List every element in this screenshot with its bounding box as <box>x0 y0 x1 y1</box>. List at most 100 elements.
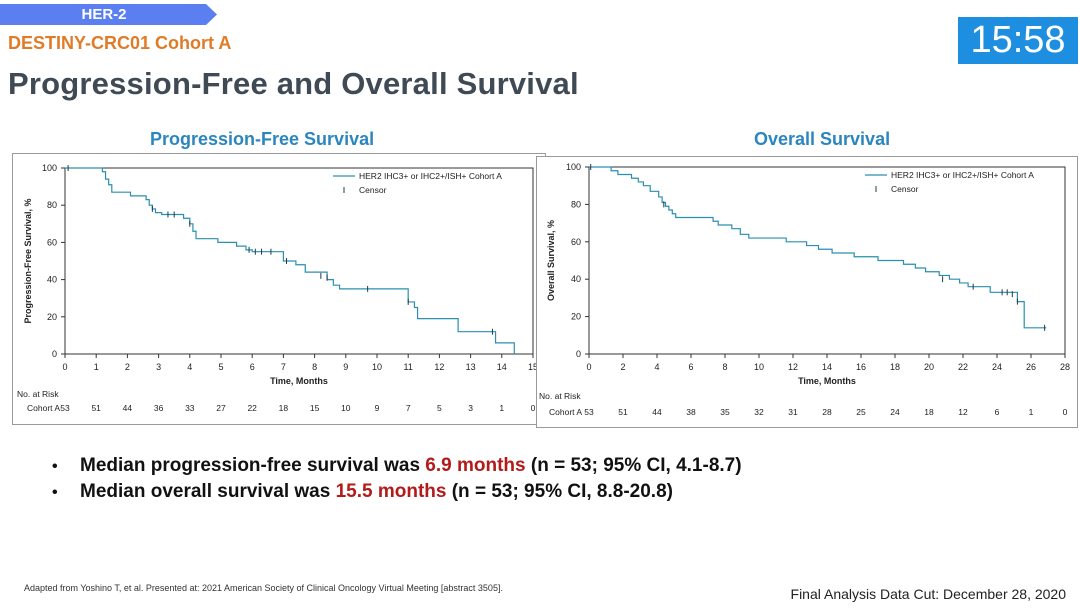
y-tick-label: 40 <box>47 275 57 285</box>
x-tick-label: 24 <box>992 362 1002 372</box>
x-tick-label: 13 <box>466 362 476 372</box>
x-tick-label: 8 <box>312 362 317 372</box>
section-tag-label: HER-2 <box>81 6 127 23</box>
risk-count: 27 <box>216 403 226 413</box>
risk-count: 9 <box>375 403 380 413</box>
risk-count: 32 <box>754 407 764 417</box>
risk-count: 24 <box>890 407 900 417</box>
y-tick-label: 0 <box>52 349 57 359</box>
risk-count: 1 <box>1029 407 1034 417</box>
risk-count: 35 <box>720 407 730 417</box>
x-tick-label: 6 <box>250 362 255 372</box>
risk-count: 33 <box>185 403 195 413</box>
risk-count: 51 <box>618 407 628 417</box>
risk-count: 12 <box>958 407 968 417</box>
risk-count: 53 <box>584 407 594 417</box>
x-axis-label: Time, Months <box>270 376 328 386</box>
x-tick-label: 26 <box>1026 362 1036 372</box>
bullet-highlight: 6.9 months <box>425 455 526 476</box>
tag-arrow-shape <box>0 4 217 25</box>
x-tick-label: 11 <box>404 362 413 372</box>
x-tick-label: 9 <box>343 362 348 372</box>
y-tick-label: 60 <box>47 237 57 247</box>
bullet-text: (n = 53; 95% CI, 8.8-20.8) <box>446 481 673 502</box>
risk-count: 6 <box>995 407 1000 417</box>
x-tick-label: 2 <box>125 362 130 372</box>
risk-count: 7 <box>406 403 411 413</box>
pfs-panel-title: Progression-Free Survival <box>150 129 375 149</box>
risk-count: 44 <box>652 407 662 417</box>
x-tick-label: 6 <box>688 362 693 372</box>
risk-table-header: No. at Risk <box>17 389 59 399</box>
x-axis-label: Time, Months <box>798 376 856 386</box>
y-tick-label: 100 <box>566 162 581 172</box>
page-title: Progression-Free and Overall Survival <box>8 66 579 101</box>
legend-series-label: HER2 IHC3+ or IHC2+/ISH+ Cohort A <box>359 171 502 181</box>
source-citation: Adapted from Yoshino T, et al. Presented… <box>24 583 503 593</box>
x-tick-label: 15 <box>528 362 538 372</box>
bullet-dot: • <box>52 458 58 475</box>
data-cut-note: Final Analysis Data Cut: December 28, 20… <box>790 586 1066 602</box>
risk-count: 44 <box>123 403 133 413</box>
x-tick-label: 12 <box>434 362 444 372</box>
os-chart-panel: 0 20 40 60 80 100 0 2 4 6 8 10 12 14 16 18 20 22 24 26 28 Tim… <box>536 156 1078 428</box>
x-tick-label: 12 <box>788 362 798 372</box>
x-tick-label: 18 <box>890 362 900 372</box>
legend-censor-label: Censor <box>359 185 387 195</box>
x-tick-label: 14 <box>822 362 832 372</box>
x-tick-label: 22 <box>958 362 968 372</box>
risk-count: 3 <box>468 403 473 413</box>
risk-count: 51 <box>91 403 101 413</box>
x-tick-label: 10 <box>372 362 382 372</box>
x-tick-label: 8 <box>722 362 727 372</box>
y-tick-label: 40 <box>571 274 581 284</box>
y-tick-label: 80 <box>47 200 57 210</box>
risk-count: 36 <box>154 403 164 413</box>
section-tag: HER-2 <box>0 4 217 25</box>
pfs-chart-panel: 0 20 40 60 80 100 0 1 2 3 4 5 6 7 8 9 10 11 12 13 14 15 Time, … <box>12 153 546 425</box>
x-tick-label: 7 <box>281 362 286 372</box>
risk-count: 15 <box>310 403 320 413</box>
y-tick-label: 60 <box>571 237 581 247</box>
risk-count: 25 <box>856 407 866 417</box>
bullet-highlight: 15.5 months <box>335 481 447 502</box>
bullet-text: Median progression-free survival was <box>80 455 426 476</box>
y-tick-label: 100 <box>42 163 57 173</box>
summary-bullets: • Median progression-free survival was 6… <box>52 455 742 507</box>
risk-count: 18 <box>924 407 934 417</box>
risk-count: 28 <box>822 407 832 417</box>
y-tick-label: 0 <box>576 349 581 359</box>
risk-table-row-label: Cohort A <box>27 403 60 413</box>
survival-curve <box>589 166 1047 329</box>
plot-frame <box>588 166 1066 355</box>
x-tick-label: 20 <box>924 362 934 372</box>
x-tick-label: 0 <box>586 362 591 372</box>
risk-table-row-label: Cohort A <box>549 407 582 417</box>
survival-curve <box>65 167 515 354</box>
risk-count: 38 <box>686 407 696 417</box>
legend-series-label: HER2 IHC3+ or IHC2+/ISH+ Cohort A <box>891 170 1034 180</box>
x-tick-label: 4 <box>187 362 192 372</box>
risk-count: 5 <box>437 403 442 413</box>
y-axis-label: Overall Survival, % <box>546 220 556 301</box>
x-tick-label: 14 <box>497 362 507 372</box>
y-tick-label: 20 <box>47 312 57 322</box>
x-tick-label: 0 <box>62 362 67 372</box>
legend-censor-label: Censor <box>891 184 919 194</box>
risk-count: 1 <box>499 403 504 413</box>
x-tick-label: 4 <box>654 362 659 372</box>
bullet-os: • Median overall survival was 15.5 month… <box>52 481 742 507</box>
os-panel-title: Overall Survival <box>754 129 891 149</box>
x-tick-label: 16 <box>856 362 866 372</box>
y-tick-label: 80 <box>571 199 581 209</box>
bullet-pfs: • Median progression-free survival was 6… <box>52 455 742 481</box>
risk-count: 0 <box>1063 407 1068 417</box>
bullet-text: (n = 53; 95% CI, 4.1-8.7) <box>525 455 742 476</box>
risk-table-header: No. at Risk <box>539 391 581 401</box>
x-tick-label: 3 <box>156 362 161 372</box>
bullet-text: Median overall survival was <box>80 481 336 502</box>
bullet-dot: • <box>52 484 58 501</box>
x-tick-label: 28 <box>1060 362 1070 372</box>
